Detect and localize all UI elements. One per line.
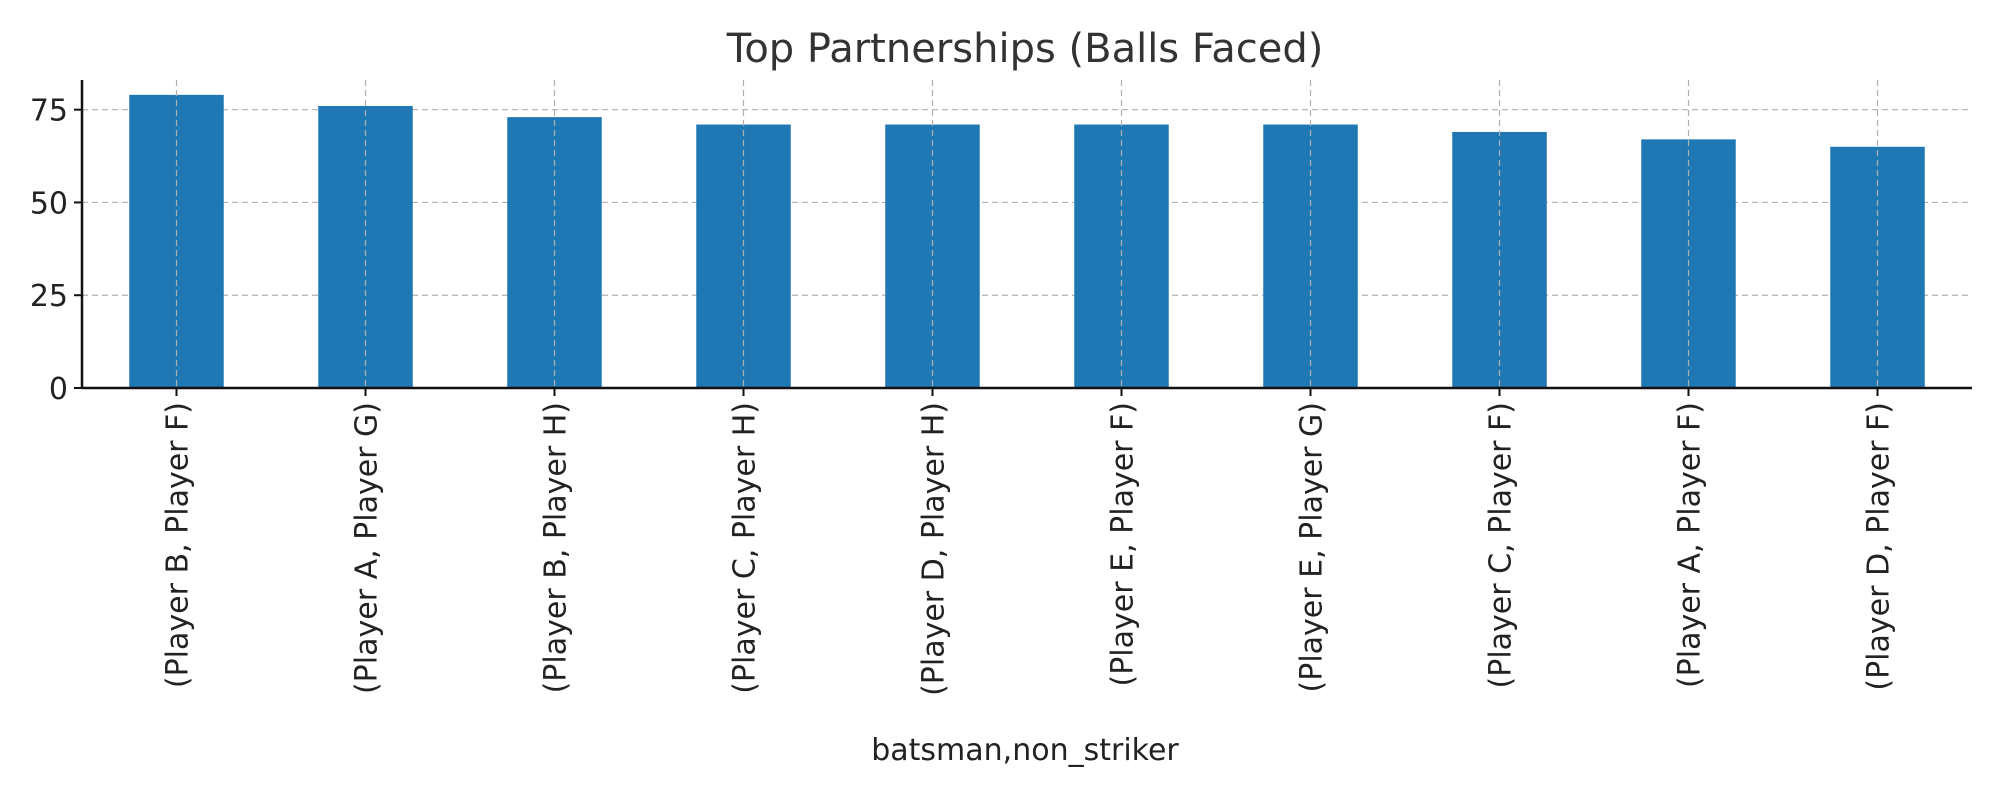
axes bbox=[80, 80, 1972, 390]
x-axis-label: batsman,non_striker bbox=[871, 733, 1179, 768]
x-tick-label: (Player E, Player G) bbox=[1295, 402, 1330, 692]
bars bbox=[129, 80, 1925, 389]
x-tick-label: (Player A, Player F) bbox=[1673, 402, 1708, 688]
y-tick-label: 75 bbox=[30, 94, 68, 129]
bar bbox=[1830, 146, 1925, 388]
x-tick-label: (Player D, Player F) bbox=[1862, 402, 1897, 691]
x-tick-label: (Player C, Player H) bbox=[728, 402, 763, 694]
x-tick-label: (Player B, Player F) bbox=[161, 402, 196, 688]
y-tick-label: 0 bbox=[49, 372, 68, 407]
x-tick-label: (Player C, Player F) bbox=[1484, 402, 1519, 688]
y-tick-labels: 0 25 50 75 bbox=[30, 94, 82, 407]
y-tick-label: 50 bbox=[30, 186, 68, 221]
y-tick-label: 25 bbox=[30, 279, 68, 314]
x-tick-label: (Player B, Player H) bbox=[539, 402, 574, 693]
x-tick-labels: (Player B, Player F) (Player A, Player G)… bbox=[161, 388, 1897, 696]
x-tick-label: (Player D, Player H) bbox=[917, 402, 952, 696]
chart-title: Top Partnerships (Balls Faced) bbox=[726, 26, 1324, 72]
x-tick-label: (Player E, Player F) bbox=[1106, 402, 1141, 686]
x-tick-label: (Player A, Player G) bbox=[350, 402, 385, 694]
